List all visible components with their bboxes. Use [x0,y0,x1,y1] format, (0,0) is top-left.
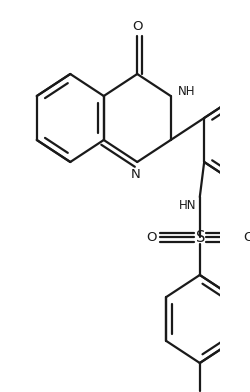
Text: O: O [132,20,142,33]
Text: NH: NH [178,85,195,98]
Text: O: O [146,230,157,243]
Text: S: S [196,229,205,245]
Text: N: N [130,167,140,180]
Text: HN: HN [179,198,196,212]
Text: O: O [243,230,250,243]
